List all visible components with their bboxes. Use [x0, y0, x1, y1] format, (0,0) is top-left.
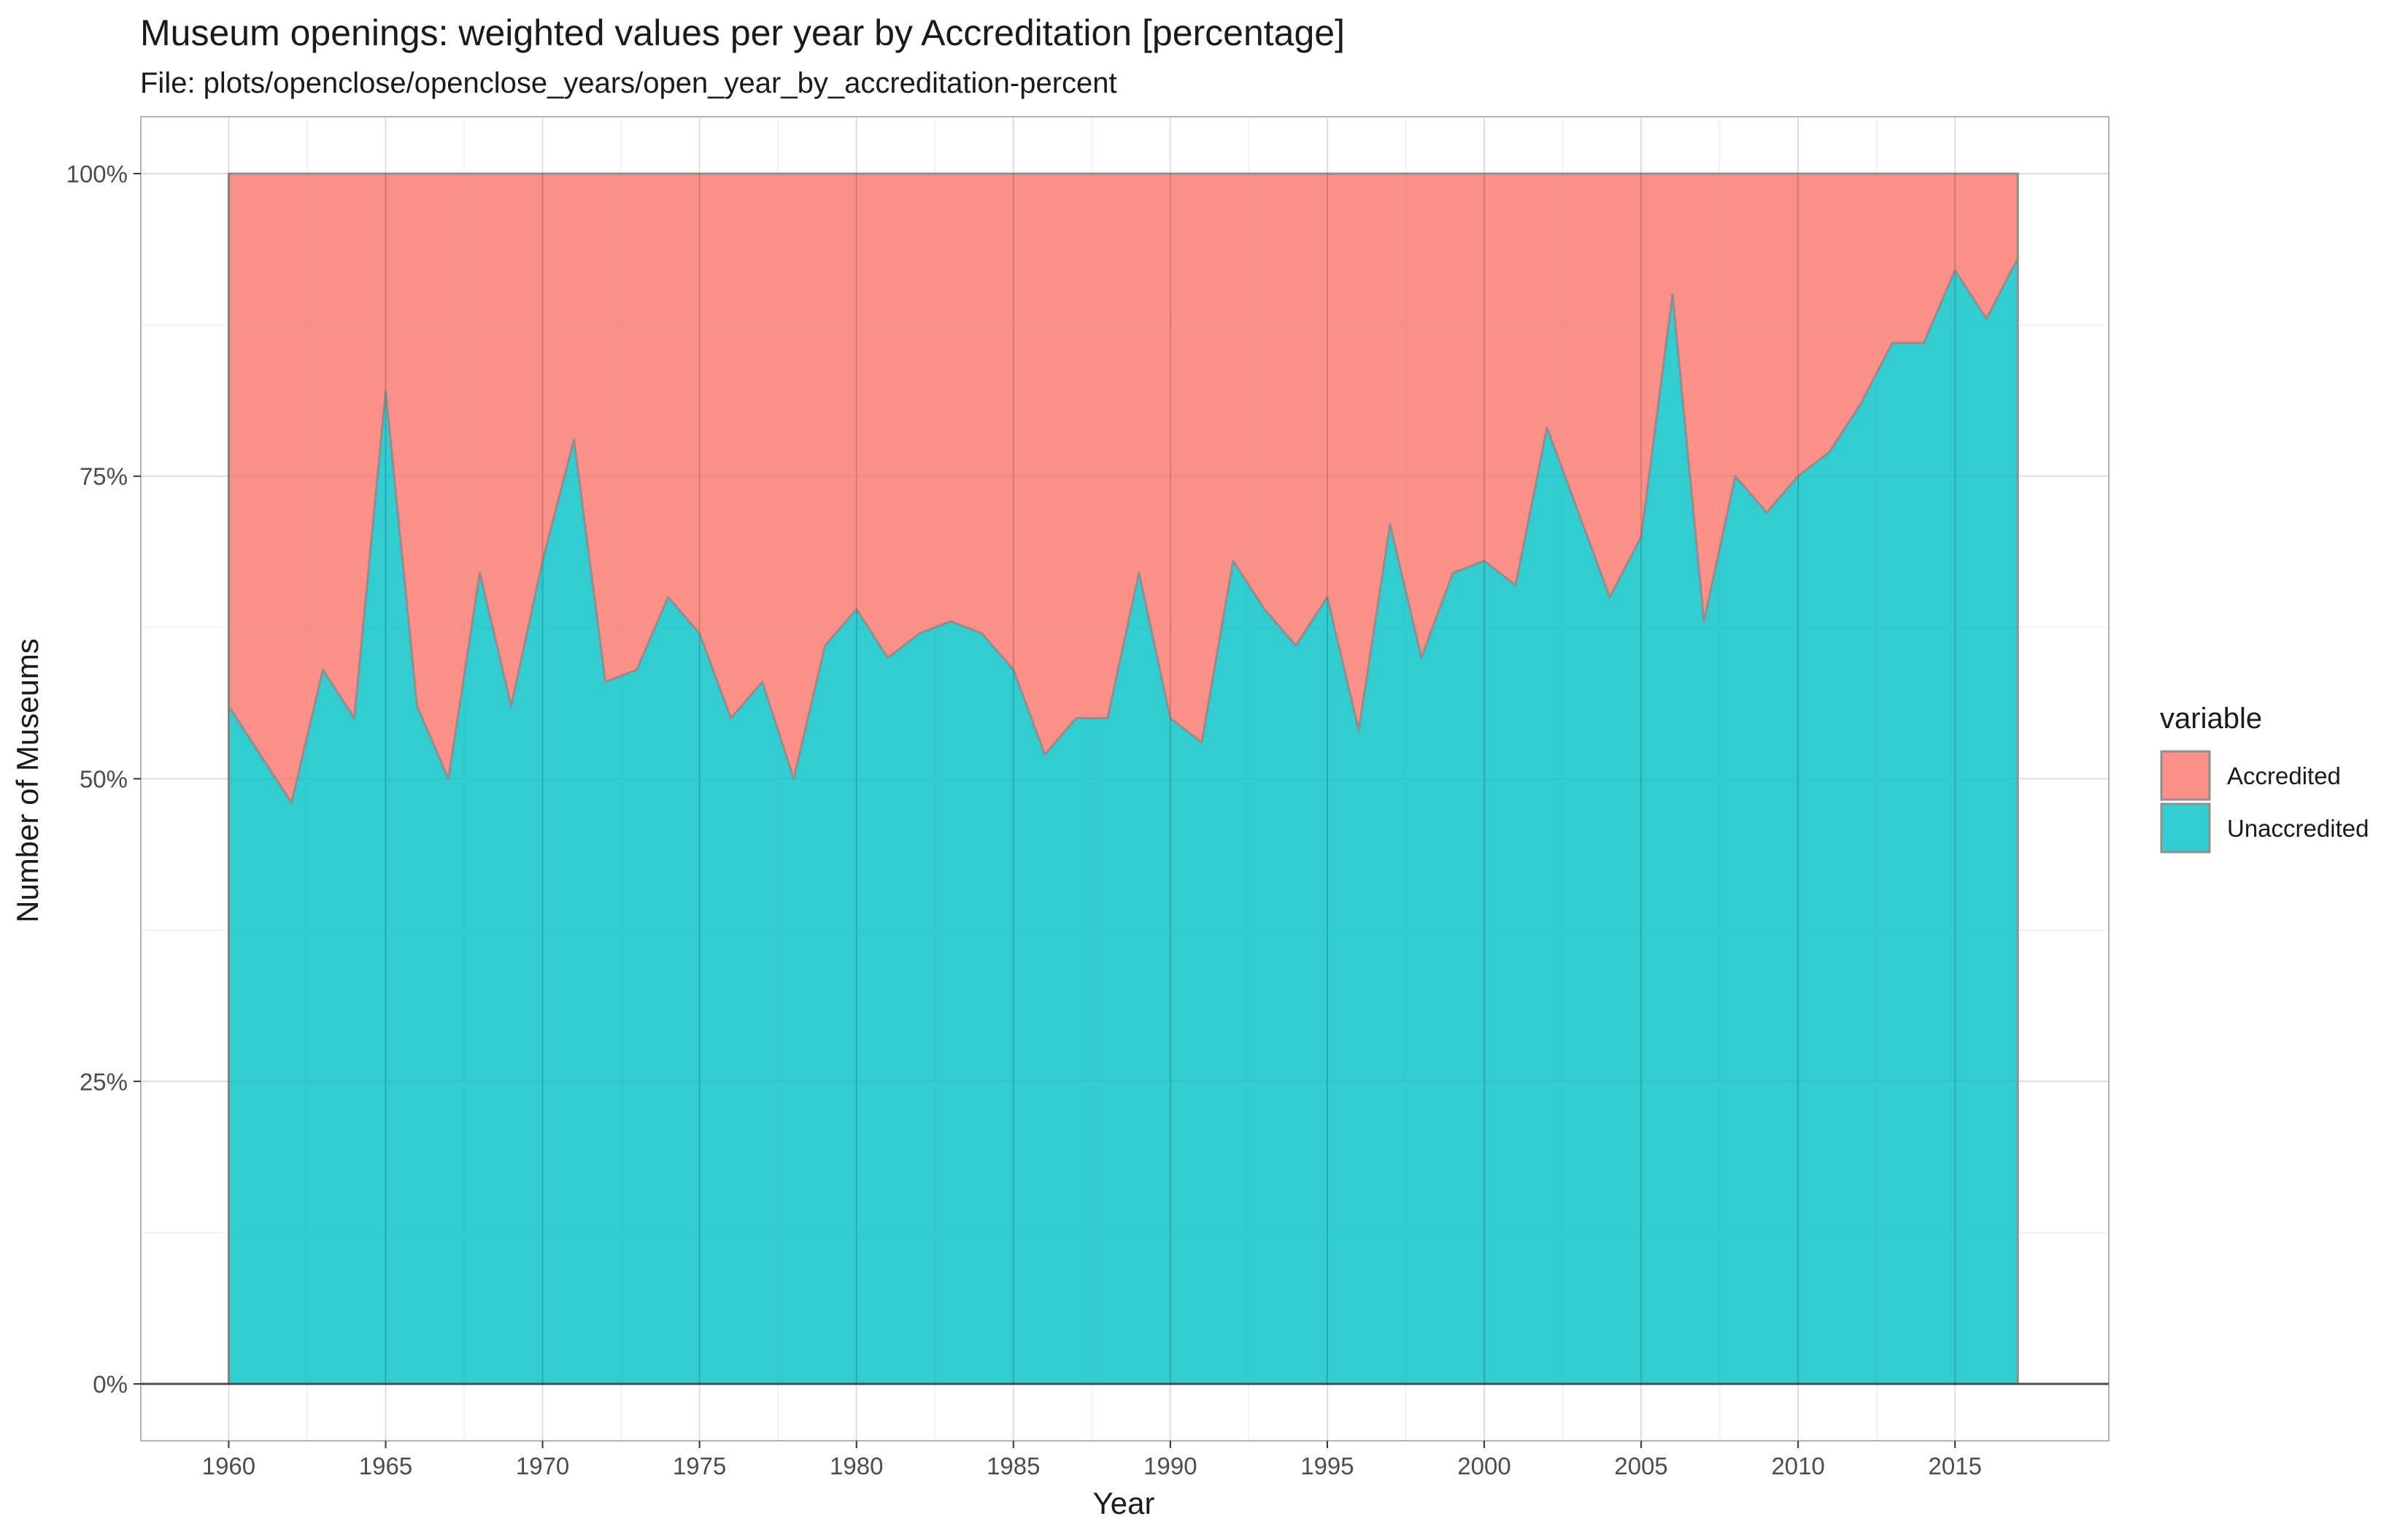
x-tick-label: 1975: [673, 1452, 726, 1479]
legend-title: variable: [2160, 703, 2262, 735]
legend-swatch-unaccredited: [2160, 802, 2211, 854]
area-layer: [227, 172, 2019, 1385]
y-axis: 0% 25% 50% 75% 100%: [66, 160, 141, 1398]
x-tick-label: 1985: [987, 1452, 1040, 1479]
x-tick-label: 2015: [1929, 1452, 1982, 1479]
x-tick-label: 2005: [1614, 1452, 1667, 1479]
legend-swatch-accredited: [2160, 750, 2211, 801]
vertical-gridlines-overlay: [228, 173, 1956, 1385]
x-tick-label: 2010: [1771, 1452, 1824, 1479]
legend: variable Accredited Unaccredited: [2160, 703, 2369, 854]
area-accredited: [227, 172, 2019, 805]
y-tick-label: 75%: [80, 463, 128, 490]
chart-title: Museum openings: weighted values per yea…: [140, 12, 1345, 53]
y-tick-label: 0%: [93, 1371, 128, 1398]
legend-label-accredited: Accredited: [2227, 762, 2341, 789]
x-tick-label: 1960: [202, 1452, 255, 1479]
x-tick-label: 1990: [1143, 1452, 1197, 1479]
x-tick-label: 1980: [830, 1452, 883, 1479]
x-axis-title: Year: [1093, 1486, 1155, 1520]
chart-subtitle: File: plots/openclose/openclose_years/op…: [140, 67, 1117, 99]
x-axis: 1960 1965 1970 1975 1980 1985 1990 1995 2000 2005…: [202, 1441, 1982, 1479]
y-tick-label: 100%: [66, 160, 128, 187]
x-tick-label: 2000: [1457, 1452, 1510, 1479]
x-tick-label: 1995: [1300, 1452, 1354, 1479]
x-tick-label: 1965: [359, 1452, 412, 1479]
legend-label-unaccredited: Unaccredited: [2227, 815, 2369, 842]
y-axis-title: Number of Museums: [10, 638, 45, 923]
x-tick-label: 1970: [516, 1452, 569, 1479]
y-tick-label: 50%: [80, 766, 128, 793]
legend-items: Accredited Unaccredited: [2160, 750, 2369, 854]
y-tick-label: 25%: [80, 1068, 128, 1095]
